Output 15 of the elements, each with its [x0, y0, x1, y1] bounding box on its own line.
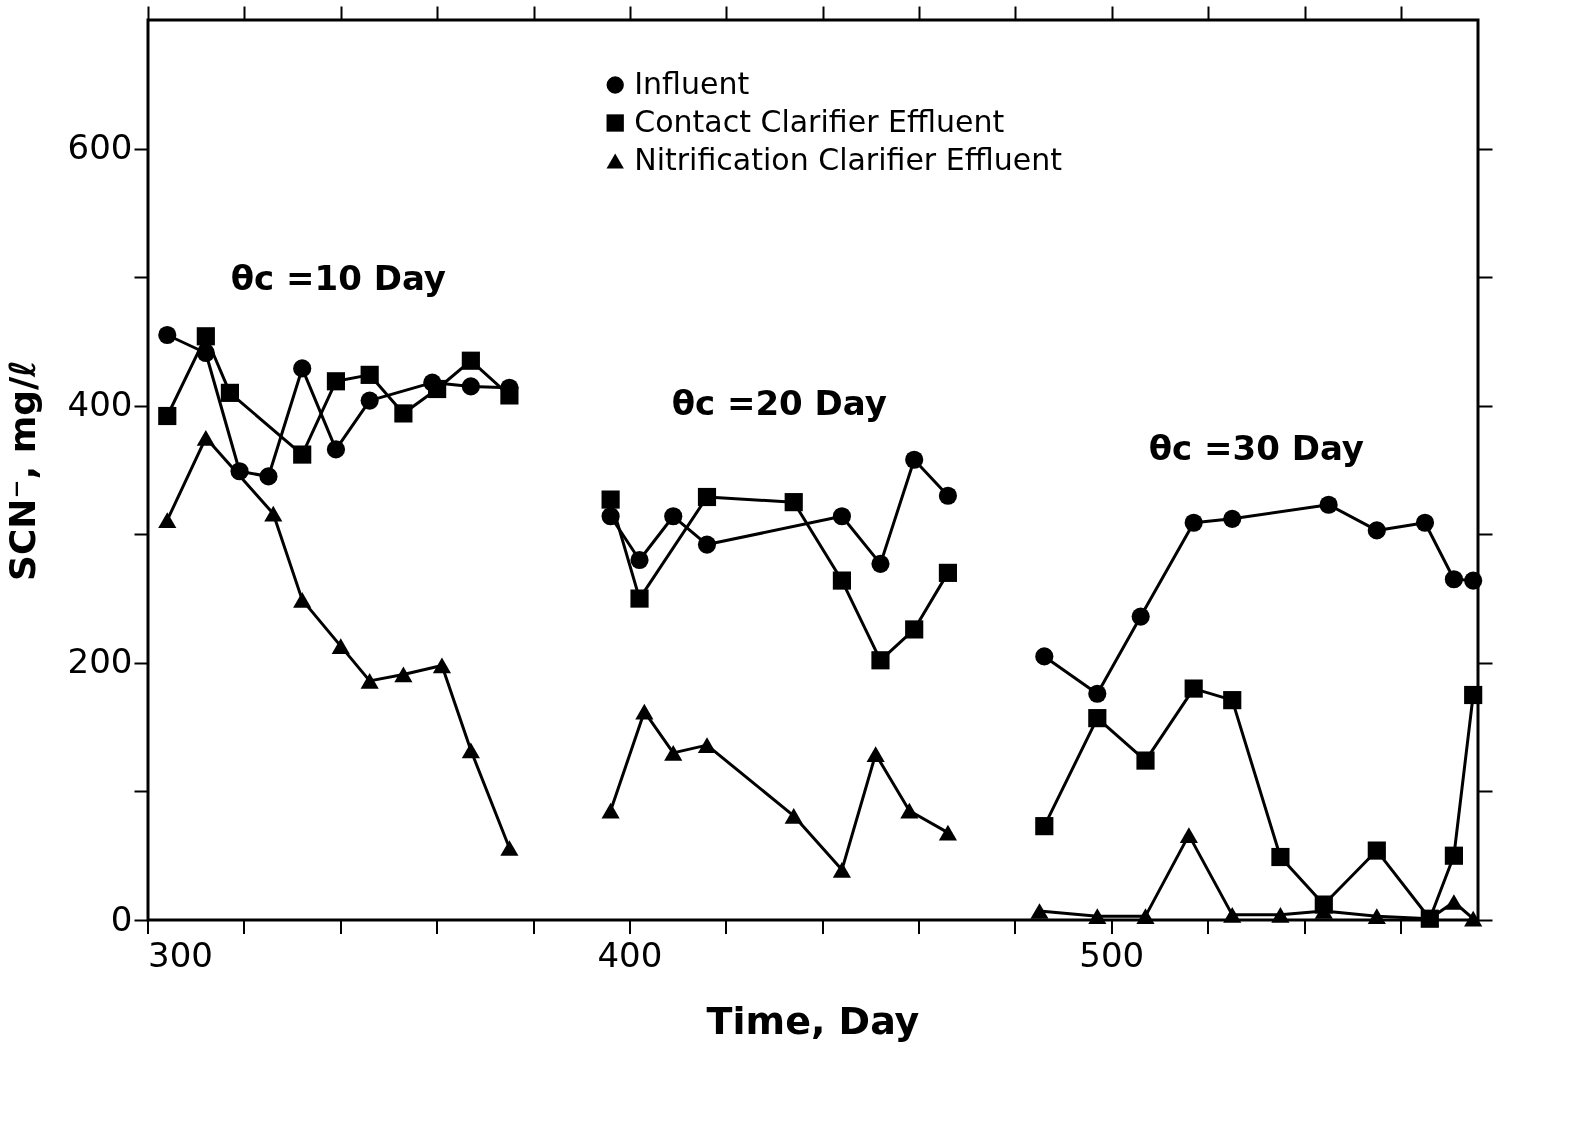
legend-label: Contact Clarifier Effluent — [634, 104, 1005, 139]
annotation: θc =30 Day — [1148, 427, 1364, 468]
y-tick-label: 0 — [110, 898, 133, 939]
annotation: θc =10 Day — [230, 258, 446, 298]
y-tick-label: 400 — [67, 384, 133, 425]
x-axis-title: Time, Day — [706, 999, 920, 1043]
annotation: θc =20 Day — [671, 382, 887, 423]
y-axis-title: SCN⁻, mg/ℓ — [1, 359, 43, 582]
legend-label: Nitrification Clarifier Effluent — [634, 142, 1063, 177]
y-tick-label: 600 — [67, 127, 133, 168]
legend-label: Influent — [634, 66, 750, 101]
x-tick-label: 500 — [1079, 935, 1145, 975]
x-tick-label: 300 — [148, 935, 213, 975]
y-tick-label: 200 — [67, 641, 133, 682]
x-tick-label: 400 — [597, 935, 663, 975]
